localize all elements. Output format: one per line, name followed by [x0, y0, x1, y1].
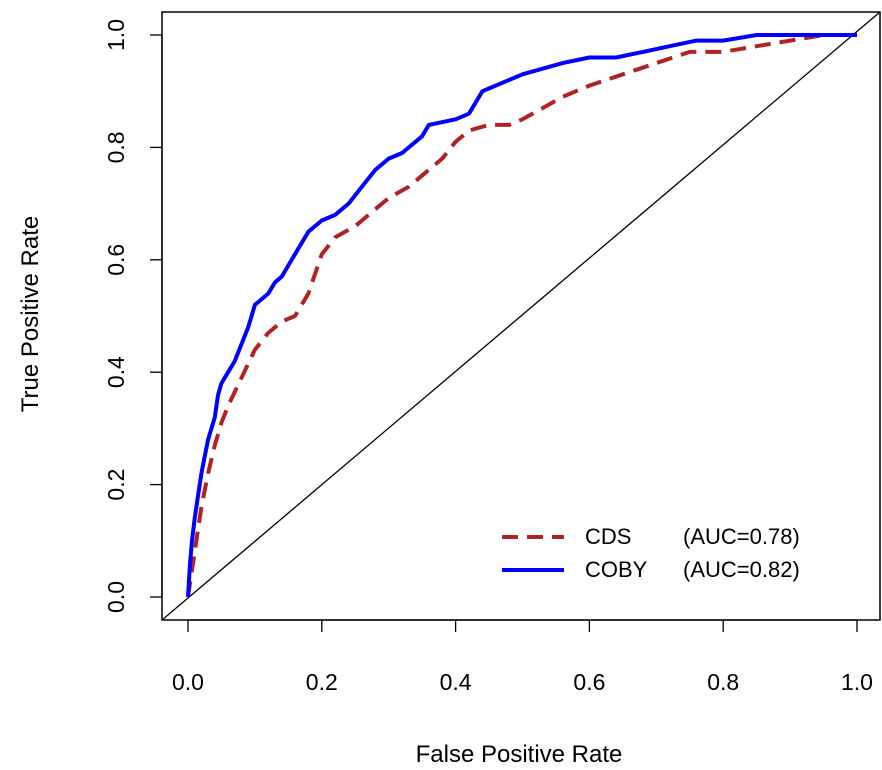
series-line-coby: [186, 33, 857, 598]
x-tick-label: 0.8: [707, 669, 739, 695]
y-axis: 0.0 0.2 0.4 0.6 0.8 1.0: [103, 19, 163, 613]
x-axis-title: False Positive Rate: [416, 741, 623, 768]
reference-diagonal-line: [161, 11, 881, 621]
series-line-cds: [186, 33, 857, 598]
legend-auc-cds: (AUC=0.78): [683, 524, 800, 549]
x-tick-label: 0.2: [306, 669, 338, 695]
y-tick-label: 1.0: [103, 19, 129, 51]
reference-diagonal-layer: [161, 11, 881, 621]
y-tick-label: 0.0: [103, 581, 129, 613]
legend-label-coby: COBY: [585, 557, 648, 582]
x-tick-label: 0.4: [440, 669, 472, 695]
x-tick-label: 0.0: [172, 669, 204, 695]
series-layer: [186, 33, 857, 598]
y-tick-label: 0.2: [103, 469, 129, 501]
y-tick-label: 0.6: [103, 244, 129, 276]
y-tick-label: 0.8: [103, 131, 129, 163]
legend-label-cds: CDS: [585, 524, 631, 549]
legend: CDS (AUC=0.78) COBY (AUC=0.82): [502, 524, 800, 582]
x-axis: 0.0 0.2 0.4 0.6 0.8 1.0: [172, 619, 873, 695]
y-tick-label: 0.4: [103, 356, 129, 388]
legend-auc-coby: (AUC=0.82): [683, 557, 800, 582]
x-tick-label: 0.6: [573, 669, 605, 695]
y-axis-title: True Positive Rate: [17, 216, 44, 413]
x-tick-label: 1.0: [841, 669, 873, 695]
